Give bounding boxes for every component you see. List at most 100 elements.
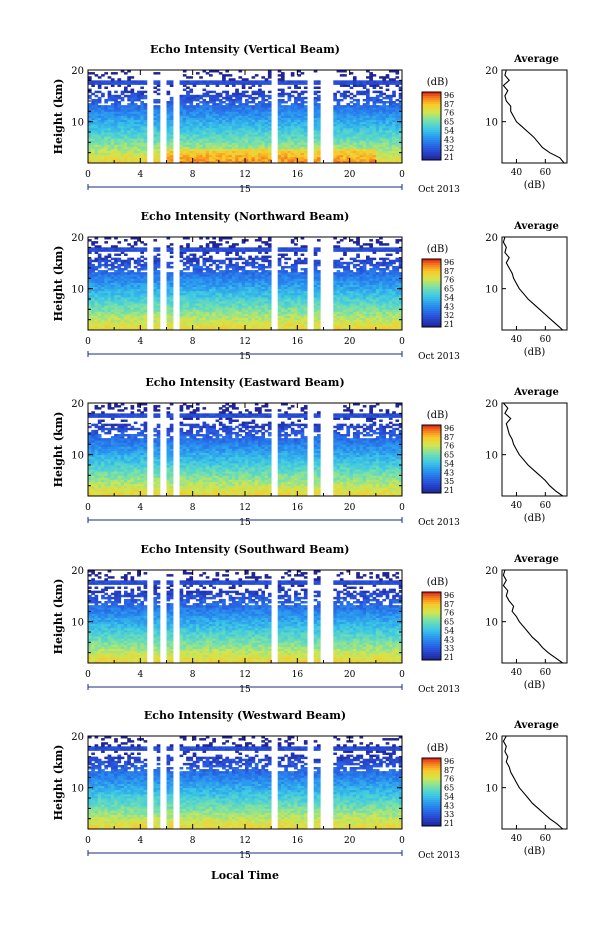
intensity-cell [251, 125, 256, 129]
intensity-cell [166, 299, 171, 302]
intensity-cell [222, 136, 226, 139]
intensity-cell [261, 94, 266, 98]
intensity-cell [362, 109, 367, 112]
intensity-cell [313, 156, 318, 160]
intensity-cell [192, 290, 197, 294]
intensity-cell [169, 140, 174, 143]
intensity-cell [182, 290, 187, 294]
intensity-cell [349, 160, 354, 164]
intensity-cell [189, 80, 194, 83]
intensity-cell [88, 117, 92, 120]
intensity-cell [205, 276, 210, 279]
intensity-cell [117, 325, 122, 329]
intensity-cell [179, 247, 184, 250]
intensity-cell [225, 286, 230, 290]
intensity-cell [107, 327, 112, 331]
intensity-cell [248, 284, 252, 287]
intensity-cell [97, 257, 102, 261]
intensity-cell [199, 292, 203, 296]
intensity-cell [248, 317, 252, 321]
intensity-cell [245, 82, 249, 85]
intensity-cell [241, 286, 246, 290]
intensity-cell [303, 142, 308, 145]
intensity-cell [205, 270, 210, 273]
intensity-cell [238, 132, 243, 135]
intensity-cell [130, 107, 135, 110]
intensity-cell [182, 272, 187, 275]
intensity-cell [228, 299, 233, 302]
intensity-cell [88, 109, 92, 112]
intensity-cell [231, 268, 236, 271]
intensity-cell [110, 134, 115, 137]
intensity-cell [97, 156, 102, 160]
intensity-cell [209, 268, 213, 271]
intensity-cell [212, 146, 216, 149]
intensity-cell [156, 284, 161, 287]
intensity-cell [313, 121, 318, 125]
intensity-cell [140, 284, 144, 287]
intensity-cell [169, 119, 174, 123]
intensity-cell [202, 148, 207, 151]
intensity-cell [356, 98, 360, 102]
intensity-cell [248, 319, 252, 323]
intensity-cell [241, 78, 246, 81]
intensity-cell [143, 282, 148, 285]
intensity-cell [192, 317, 197, 321]
intensity-cell [123, 313, 128, 316]
intensity-cell [143, 286, 148, 290]
intensity-cell [333, 111, 337, 114]
intensity-cell [209, 74, 213, 77]
intensity-cell [153, 154, 158, 158]
intensity-cell [284, 129, 288, 133]
intensity-cell [209, 138, 213, 141]
intensity-cell [179, 303, 184, 306]
intensity-cell [212, 103, 216, 106]
intensity-cell [130, 146, 135, 149]
intensity-cell [205, 84, 210, 87]
intensity-cell [101, 136, 105, 139]
intensity-cell [251, 111, 256, 114]
intensity-cell [166, 265, 171, 269]
intensity-cell [267, 146, 272, 149]
intensity-cell [130, 96, 135, 100]
intensity-cell [333, 98, 337, 102]
intensity-cell [140, 136, 144, 139]
intensity-cell [205, 290, 210, 294]
intensity-cell [120, 96, 125, 100]
intensity-cell [182, 237, 187, 240]
intensity-cell [156, 313, 161, 316]
intensity-cell [94, 111, 99, 114]
intensity-cell [225, 94, 230, 98]
intensity-cell [110, 292, 115, 296]
intensity-cell [238, 138, 243, 141]
intensity-cell [130, 80, 135, 83]
intensity-cell [153, 259, 158, 263]
intensity-cell [346, 134, 351, 137]
intensity-cell [241, 119, 246, 123]
intensity-cell [166, 321, 171, 325]
intensity-cell [385, 156, 390, 160]
intensity-cell [218, 307, 223, 310]
intensity-cell [137, 111, 141, 114]
intensity-cell [192, 146, 197, 149]
x-tick-label: 20 [344, 170, 356, 180]
average-y-tick-label: 20 [485, 66, 498, 77]
intensity-cell [248, 119, 252, 123]
intensity-cell [392, 82, 396, 85]
intensity-cell [209, 305, 213, 308]
intensity-cell [245, 247, 249, 250]
intensity-cell [287, 119, 292, 123]
intensity-cell [195, 129, 200, 133]
intensity-cell [222, 119, 226, 123]
intensity-cell [101, 119, 105, 123]
intensity-cell [140, 86, 144, 89]
intensity-cell [284, 152, 288, 156]
intensity-cell [238, 284, 243, 287]
intensity-cell [215, 117, 220, 120]
intensity-cell [228, 136, 233, 139]
intensity-cell [133, 305, 138, 308]
intensity-cell [375, 113, 380, 116]
intensity-cell [369, 136, 373, 139]
intensity-cell [352, 132, 357, 135]
colorbar-swatch [422, 100, 441, 103]
